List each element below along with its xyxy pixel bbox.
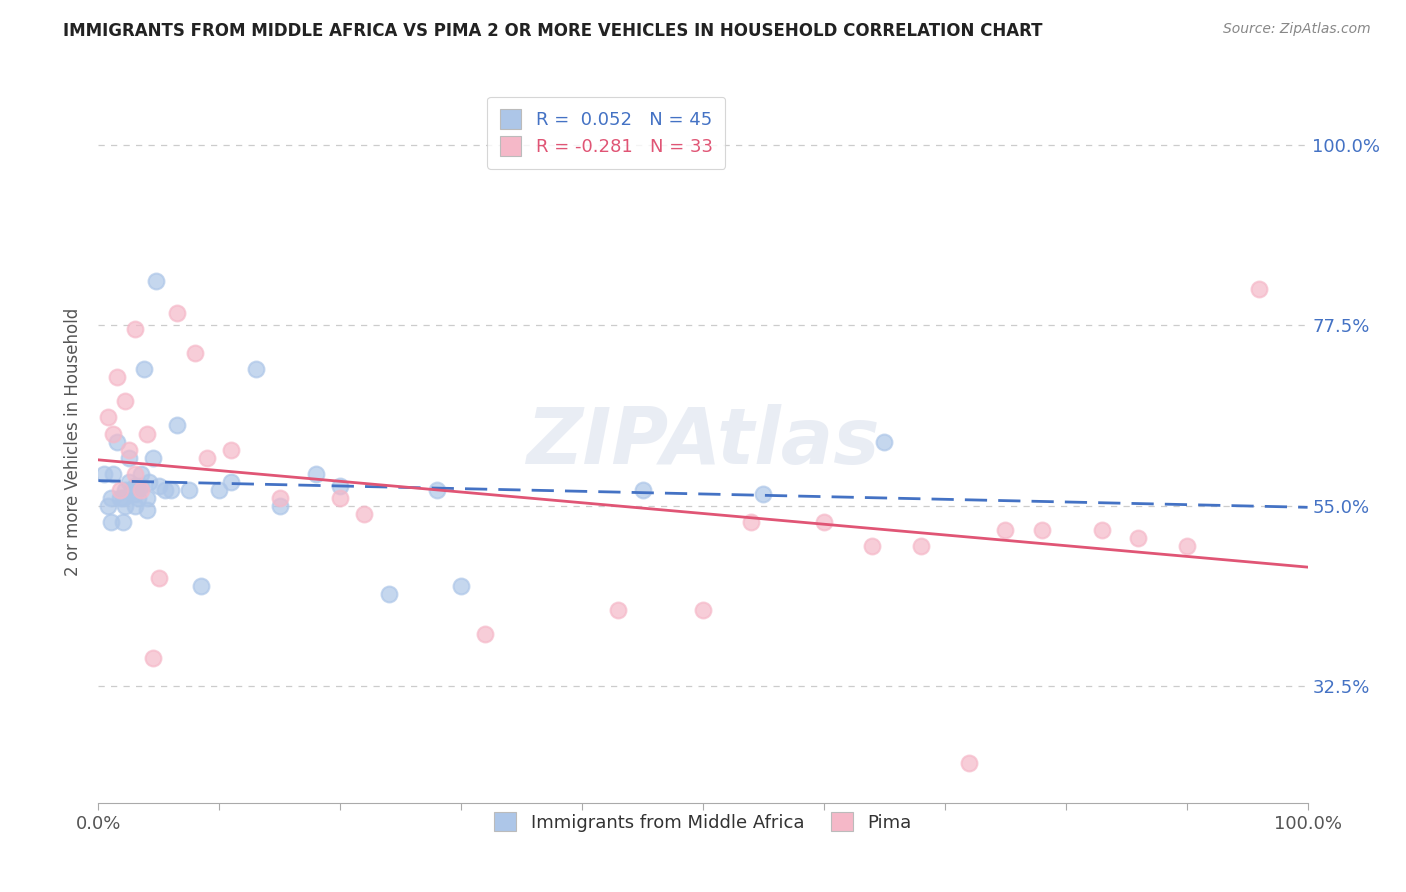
Point [108, 491, 131, 505]
Legend: Immigrants from Middle Africa, Pima: Immigrants from Middle Africa, Pima [485, 803, 921, 841]
Point [129, 479, 152, 493]
Point [93, 467, 115, 481]
Point [166, 418, 188, 433]
Point [153, 483, 176, 497]
Point [124, 487, 146, 501]
Point [221, 442, 243, 457]
Point [1175, 539, 1198, 553]
Point [860, 539, 883, 553]
Point [329, 479, 352, 493]
Point [474, 627, 496, 641]
Point [114, 499, 136, 513]
Point [1249, 282, 1271, 296]
Point [377, 587, 399, 601]
Point [97, 410, 120, 425]
Point [124, 322, 146, 336]
Point [118, 450, 141, 465]
Point [129, 467, 152, 481]
Point [118, 475, 141, 489]
Point [124, 479, 146, 493]
Point [135, 426, 157, 441]
Point [118, 442, 141, 457]
Point [873, 434, 896, 449]
Point [607, 603, 630, 617]
Point [108, 483, 131, 497]
Point [100, 515, 122, 529]
Point [184, 346, 207, 360]
Point [353, 507, 375, 521]
Point [148, 479, 170, 493]
Point [114, 394, 136, 409]
Point [142, 450, 165, 465]
Point [910, 539, 932, 553]
Point [97, 499, 120, 513]
Point [195, 450, 218, 465]
Point [269, 491, 291, 505]
Point [1031, 523, 1053, 537]
Point [221, 475, 243, 489]
Point [305, 467, 328, 481]
Point [101, 467, 124, 481]
Point [121, 483, 143, 497]
Point [124, 499, 146, 513]
Point [426, 483, 449, 497]
Point [135, 491, 157, 505]
Point [190, 579, 212, 593]
Point [631, 483, 654, 497]
Point [105, 434, 128, 449]
Point [100, 491, 122, 505]
Point [740, 515, 762, 529]
Point [450, 579, 472, 593]
Point [114, 483, 136, 497]
Point [166, 306, 188, 320]
Point [105, 370, 128, 384]
Point [692, 603, 714, 617]
Point [145, 274, 167, 288]
Text: ZIPAtlas: ZIPAtlas [526, 403, 880, 480]
Point [160, 483, 183, 497]
Point [245, 362, 267, 376]
Point [138, 475, 160, 489]
Point [994, 523, 1017, 537]
Point [135, 503, 157, 517]
Point [957, 756, 980, 770]
Point [111, 515, 134, 529]
Point [329, 491, 352, 505]
Point [1091, 523, 1114, 537]
Point [1128, 531, 1150, 545]
Point [179, 483, 201, 497]
Point [752, 487, 775, 501]
Point [813, 515, 835, 529]
Point [127, 479, 149, 493]
Point [129, 483, 152, 497]
Point [124, 467, 146, 481]
Point [269, 499, 291, 513]
Text: Source: ZipAtlas.com: Source: ZipAtlas.com [1223, 22, 1371, 37]
Point [111, 491, 134, 505]
Y-axis label: 2 or more Vehicles in Household: 2 or more Vehicles in Household [65, 308, 83, 575]
Point [101, 426, 124, 441]
Point [208, 483, 231, 497]
Point [148, 571, 170, 585]
Text: IMMIGRANTS FROM MIDDLE AFRICA VS PIMA 2 OR MORE VEHICLES IN HOUSEHOLD CORRELATIO: IMMIGRANTS FROM MIDDLE AFRICA VS PIMA 2 … [63, 22, 1043, 40]
Point [142, 651, 165, 665]
Point [127, 491, 149, 505]
Point [134, 362, 156, 376]
